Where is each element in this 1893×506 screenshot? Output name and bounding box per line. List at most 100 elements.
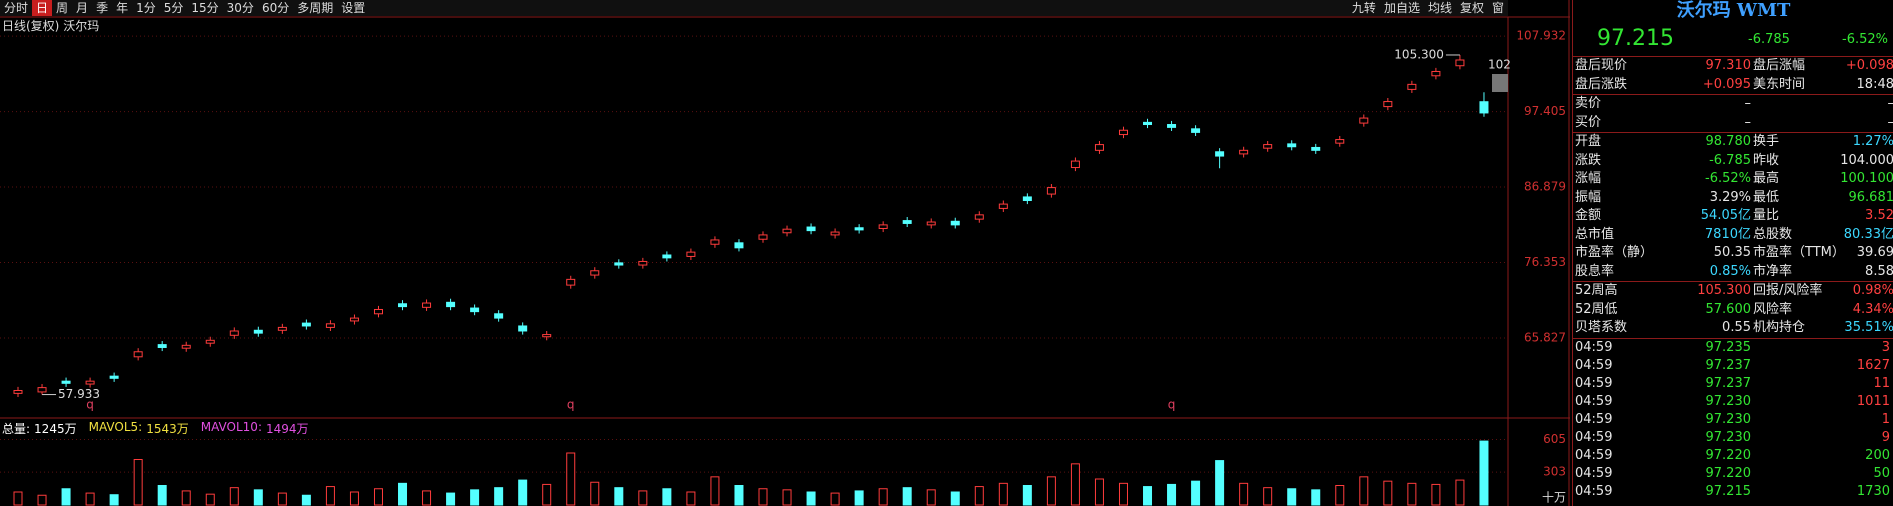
volume-bar: [1479, 440, 1489, 506]
field-label: 美东时间: [1753, 76, 1806, 92]
field-row: 卖价 – –: [1573, 95, 1893, 114]
trade-row: 04:59 97.237 1627: [1573, 357, 1893, 375]
volume-stat-label: 总量:: [2, 422, 31, 436]
trade-time: 04:59: [1575, 339, 1613, 355]
candle-body: [950, 220, 960, 226]
candle-body: [1383, 101, 1393, 108]
tool-button[interactable]: 复权: [1459, 1, 1484, 15]
tool-button[interactable]: 均线: [1427, 1, 1452, 15]
candle-body: [1335, 139, 1345, 144]
candle-body: [1022, 196, 1032, 202]
candle-body: [782, 228, 792, 234]
period-tab[interactable]: 60分: [261, 1, 290, 15]
volume-bar: [614, 487, 624, 506]
volume-bar: [205, 493, 215, 506]
price-marker-box: [1492, 74, 1508, 92]
field-value: 96.681: [1848, 189, 1893, 205]
trade-time: 04:59: [1575, 465, 1613, 481]
volume-bar: [1455, 479, 1465, 506]
tool-button[interactable]: 窗: [1491, 1, 1504, 15]
volume-bar: [1359, 476, 1369, 506]
field-label: 盘后现价: [1575, 58, 1628, 73]
candle-body: [638, 260, 648, 266]
candle-body: [446, 301, 456, 308]
quote-panel: 沃尔玛 WMT 97.215 -6.785 -6.52% 盘后现价 97.310 盘…: [1572, 0, 1893, 506]
candle-body: [902, 220, 912, 224]
period-tab[interactable]: 多周期: [297, 1, 334, 15]
candle-body: [878, 224, 888, 229]
candle-body: [1407, 83, 1417, 90]
volume-bar: [926, 489, 936, 506]
candle-body: [830, 231, 840, 236]
field-label: 最低: [1753, 189, 1780, 205]
period-tab[interactable]: 周: [56, 1, 69, 15]
volume-bar: [854, 490, 864, 506]
volume-bar: [1239, 482, 1249, 506]
trade-row: 04:59 97.235 3: [1573, 339, 1893, 357]
volume-bar: [1263, 487, 1273, 506]
period-tab[interactable]: 设置: [341, 1, 366, 15]
field-label: 最高: [1753, 171, 1780, 186]
volume-bar: [1118, 482, 1128, 506]
price-marker: 102: [1488, 58, 1511, 72]
tools: 九转 加自选 均线 复权窗: [1348, 0, 1508, 16]
field-value: –: [1888, 114, 1893, 133]
label: 日线(复权): [2, 19, 60, 33]
candle-body: [686, 251, 696, 257]
period-tab[interactable]: 季: [96, 1, 109, 15]
field-group: 卖价––买价––: [1573, 95, 1893, 133]
period-tab[interactable]: 日: [32, 0, 53, 16]
tool-button[interactable]: 九转: [1351, 1, 1376, 15]
trade-price: 97.230: [1705, 393, 1752, 409]
field-value: -6.52%: [1705, 171, 1751, 186]
candle-body: [1143, 121, 1153, 126]
period-tab[interactable]: 15分: [191, 1, 219, 15]
period-marker: q: [86, 398, 94, 412]
volume-bar: [37, 494, 47, 506]
candle-body: [494, 313, 504, 319]
volume-bar: [1311, 489, 1321, 506]
field-row: 涨跌 -6.785 昨收 104.000: [1573, 152, 1893, 171]
volume-bar: [806, 491, 816, 506]
candle-body: [470, 307, 480, 313]
field-label: 涨幅: [1575, 171, 1602, 186]
candle-body: [926, 221, 936, 226]
y-tick-label: 86.879: [1524, 180, 1566, 194]
candle-body: [1046, 187, 1056, 195]
candle-body: [1311, 146, 1321, 151]
period-tab[interactable]: 月: [76, 1, 89, 15]
tool-button[interactable]: 加自选: [1383, 1, 1420, 15]
volume-bar: [950, 491, 960, 506]
field-value: 3.52: [1865, 208, 1893, 223]
candle-body: [542, 334, 552, 338]
trade-row: 04:59 97.237 11: [1573, 375, 1893, 393]
candle-body: [277, 326, 287, 331]
field-value: –: [1888, 95, 1893, 114]
candle-body: [614, 262, 624, 266]
volume-bar: [662, 488, 672, 506]
period-tab[interactable]: 年: [116, 1, 129, 15]
candle-body: [181, 344, 191, 349]
period-marker: q: [567, 398, 575, 412]
trade-row: 04:59 97.220 50: [1573, 465, 1893, 483]
candle-body: [734, 242, 744, 249]
period-tab[interactable]: 30分: [226, 1, 254, 15]
volume-bar: [1287, 488, 1297, 506]
field-value: 18:48: [1856, 76, 1893, 92]
period-tab[interactable]: 1分: [136, 1, 156, 15]
period-tab[interactable]: 分时: [4, 1, 29, 15]
volume-bar: [13, 491, 23, 506]
volume-bar: [398, 482, 408, 506]
field-label: 市净率: [1753, 263, 1793, 279]
candle-body: [518, 325, 528, 332]
period-tab[interactable]: 5分: [163, 1, 184, 15]
field-label: 振幅: [1575, 189, 1602, 205]
field-value: 3.29%: [1709, 189, 1751, 205]
candle-body: [325, 323, 335, 328]
field-value: 0.98%: [1852, 283, 1893, 298]
y-tick-label: 97.405: [1524, 104, 1566, 118]
field-label: 股息率: [1575, 263, 1615, 279]
candle-body: [109, 375, 119, 379]
last-price: 97.215: [1597, 26, 1674, 51]
